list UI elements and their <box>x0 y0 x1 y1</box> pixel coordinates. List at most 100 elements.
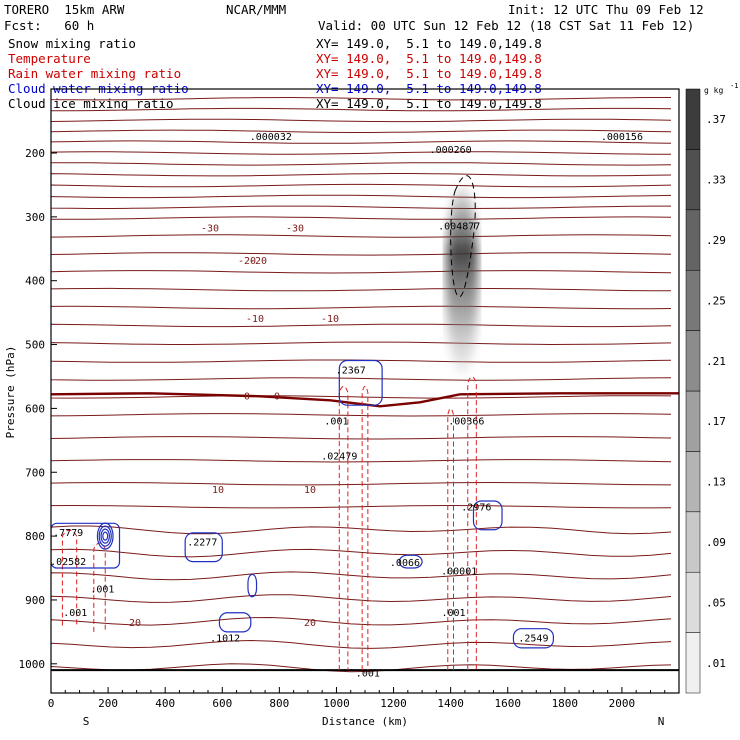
maximum-label: .1012 <box>210 633 240 644</box>
maximum-label: .2976 <box>461 503 491 514</box>
isotherm-line <box>51 639 672 649</box>
isotherm-line <box>51 616 672 626</box>
maximum-label: .001 <box>324 416 348 427</box>
y-tick-label: 1000 <box>19 658 46 671</box>
isotherm-label: -30 <box>201 223 219 234</box>
x-tick-label: 1200 <box>380 697 407 710</box>
x-tick-label: 400 <box>155 697 175 710</box>
isotherm-line <box>51 183 672 188</box>
colorbar-label: .21 <box>706 355 726 368</box>
forecast-hour: Fcst: 60 h <box>4 18 95 33</box>
colorbar-segment <box>685 390 701 452</box>
cloud-water-contour <box>51 522 121 569</box>
isotherm-label: 10 <box>304 485 316 496</box>
isotherm-line <box>51 525 672 535</box>
rain-contour <box>338 385 349 671</box>
isotherm-label: -20 <box>249 256 267 267</box>
isotherm-label: 10 <box>212 485 224 496</box>
y-tick-label: 500 <box>25 339 45 352</box>
cloud-water-contour <box>184 532 223 563</box>
colorbar-label: .05 <box>706 596 726 609</box>
maximum-label: .004877 <box>438 222 480 233</box>
isotherm-line <box>51 504 672 509</box>
maximum-label: .001 <box>63 608 87 619</box>
field-name-snow: Snow mixing ratio <box>8 36 136 51</box>
cloud-water-core <box>102 531 109 541</box>
zero-isotherm <box>51 392 679 408</box>
colorbar-unit-exponent: -1 <box>730 82 738 90</box>
rain-contour <box>447 408 454 671</box>
colorbar-segment <box>685 269 701 331</box>
model-title: TORERO 15km ARW <box>4 2 125 17</box>
snow-shading <box>446 185 479 376</box>
colorbar-segment <box>685 209 701 271</box>
colorbar-label: .29 <box>706 234 726 247</box>
isotherm-line <box>51 216 672 220</box>
y-tick-label: 600 <box>25 402 45 415</box>
isotherm-line <box>51 305 672 310</box>
cloud-water-contour <box>512 628 554 649</box>
colorbar-label: .01 <box>706 657 726 670</box>
cloud-water-contour <box>247 573 258 598</box>
maximum-label: .000260 <box>430 145 472 156</box>
isotherm-line <box>51 162 672 166</box>
colorbar-segment <box>685 330 701 392</box>
org-label: NCAR/MMM <box>226 2 287 17</box>
isotherm-label: -30 <box>286 223 304 234</box>
maximum-label: .2277 <box>187 538 217 549</box>
isotherm-line <box>51 252 672 256</box>
colorbar-label: .25 <box>706 294 726 307</box>
maximum-label: .02582 <box>50 557 86 568</box>
isotherm-line <box>51 173 672 177</box>
cloud-water-contour <box>472 500 503 531</box>
end-label-north: N <box>658 715 665 728</box>
y-tick-label: 400 <box>25 275 45 288</box>
y-tick-label: 800 <box>25 530 45 543</box>
isotherm-label: -20 <box>238 256 256 267</box>
x-tick-label: 200 <box>98 697 118 710</box>
y-tick-label: 900 <box>25 594 45 607</box>
isotherm-line <box>51 548 672 558</box>
isotherm-line <box>51 571 672 581</box>
colorbar-segment <box>685 632 701 694</box>
maximum-label: .0066 <box>390 558 420 569</box>
maximum-label: .00366 <box>448 416 484 427</box>
maximum-label: .001 <box>90 584 114 595</box>
y-tick-label: 700 <box>25 466 45 479</box>
maximum-label: .000032 <box>250 132 292 143</box>
y-axis-label: Pressure (hPa) <box>4 346 17 439</box>
valid-time: Valid: 00 UTC Sun 12 Feb 12 (18 CST Sat … <box>318 18 695 33</box>
isotherm-line <box>51 594 672 603</box>
cloud-water-contour <box>218 612 252 633</box>
isotherm-label: -10 <box>246 314 264 325</box>
x-axis-label: Distance (km) <box>322 715 408 728</box>
cloud-water-core <box>100 528 111 544</box>
x-tick-label: 1000 <box>323 697 350 710</box>
isotherm-line <box>51 96 671 101</box>
isotherm-label: 20 <box>304 618 316 629</box>
isotherm-line <box>51 413 672 417</box>
isotherm-line <box>51 436 672 440</box>
cloud-water-contour <box>398 554 423 569</box>
isotherm-line <box>51 151 671 155</box>
rain-contour <box>361 385 369 671</box>
x-tick-label: 1400 <box>437 697 464 710</box>
colorbar-label: .17 <box>706 415 726 428</box>
x-tick-label: 1600 <box>494 697 521 710</box>
isotherm-label: 0 <box>274 391 280 402</box>
isotherm-line <box>51 129 672 133</box>
field-name-temperature: Temperature <box>8 51 91 66</box>
maximum-label: .000156 <box>601 132 643 143</box>
field-xy-rain: XY= 149.0, 5.1 to 149.0,149.8 <box>316 66 542 81</box>
isotherm-line <box>51 341 672 346</box>
isotherm-line <box>51 323 672 328</box>
colorbar-segment <box>685 88 701 150</box>
colorbar-label: .09 <box>706 536 726 549</box>
field-name-rain: Rain water mixing ratio <box>8 66 182 81</box>
isotherm-line <box>51 205 671 210</box>
isotherm-label: 0 <box>244 391 250 402</box>
x-tick-label: 1800 <box>552 697 579 710</box>
x-tick-label: 0 <box>48 697 55 710</box>
colorbar-segment <box>685 571 701 633</box>
